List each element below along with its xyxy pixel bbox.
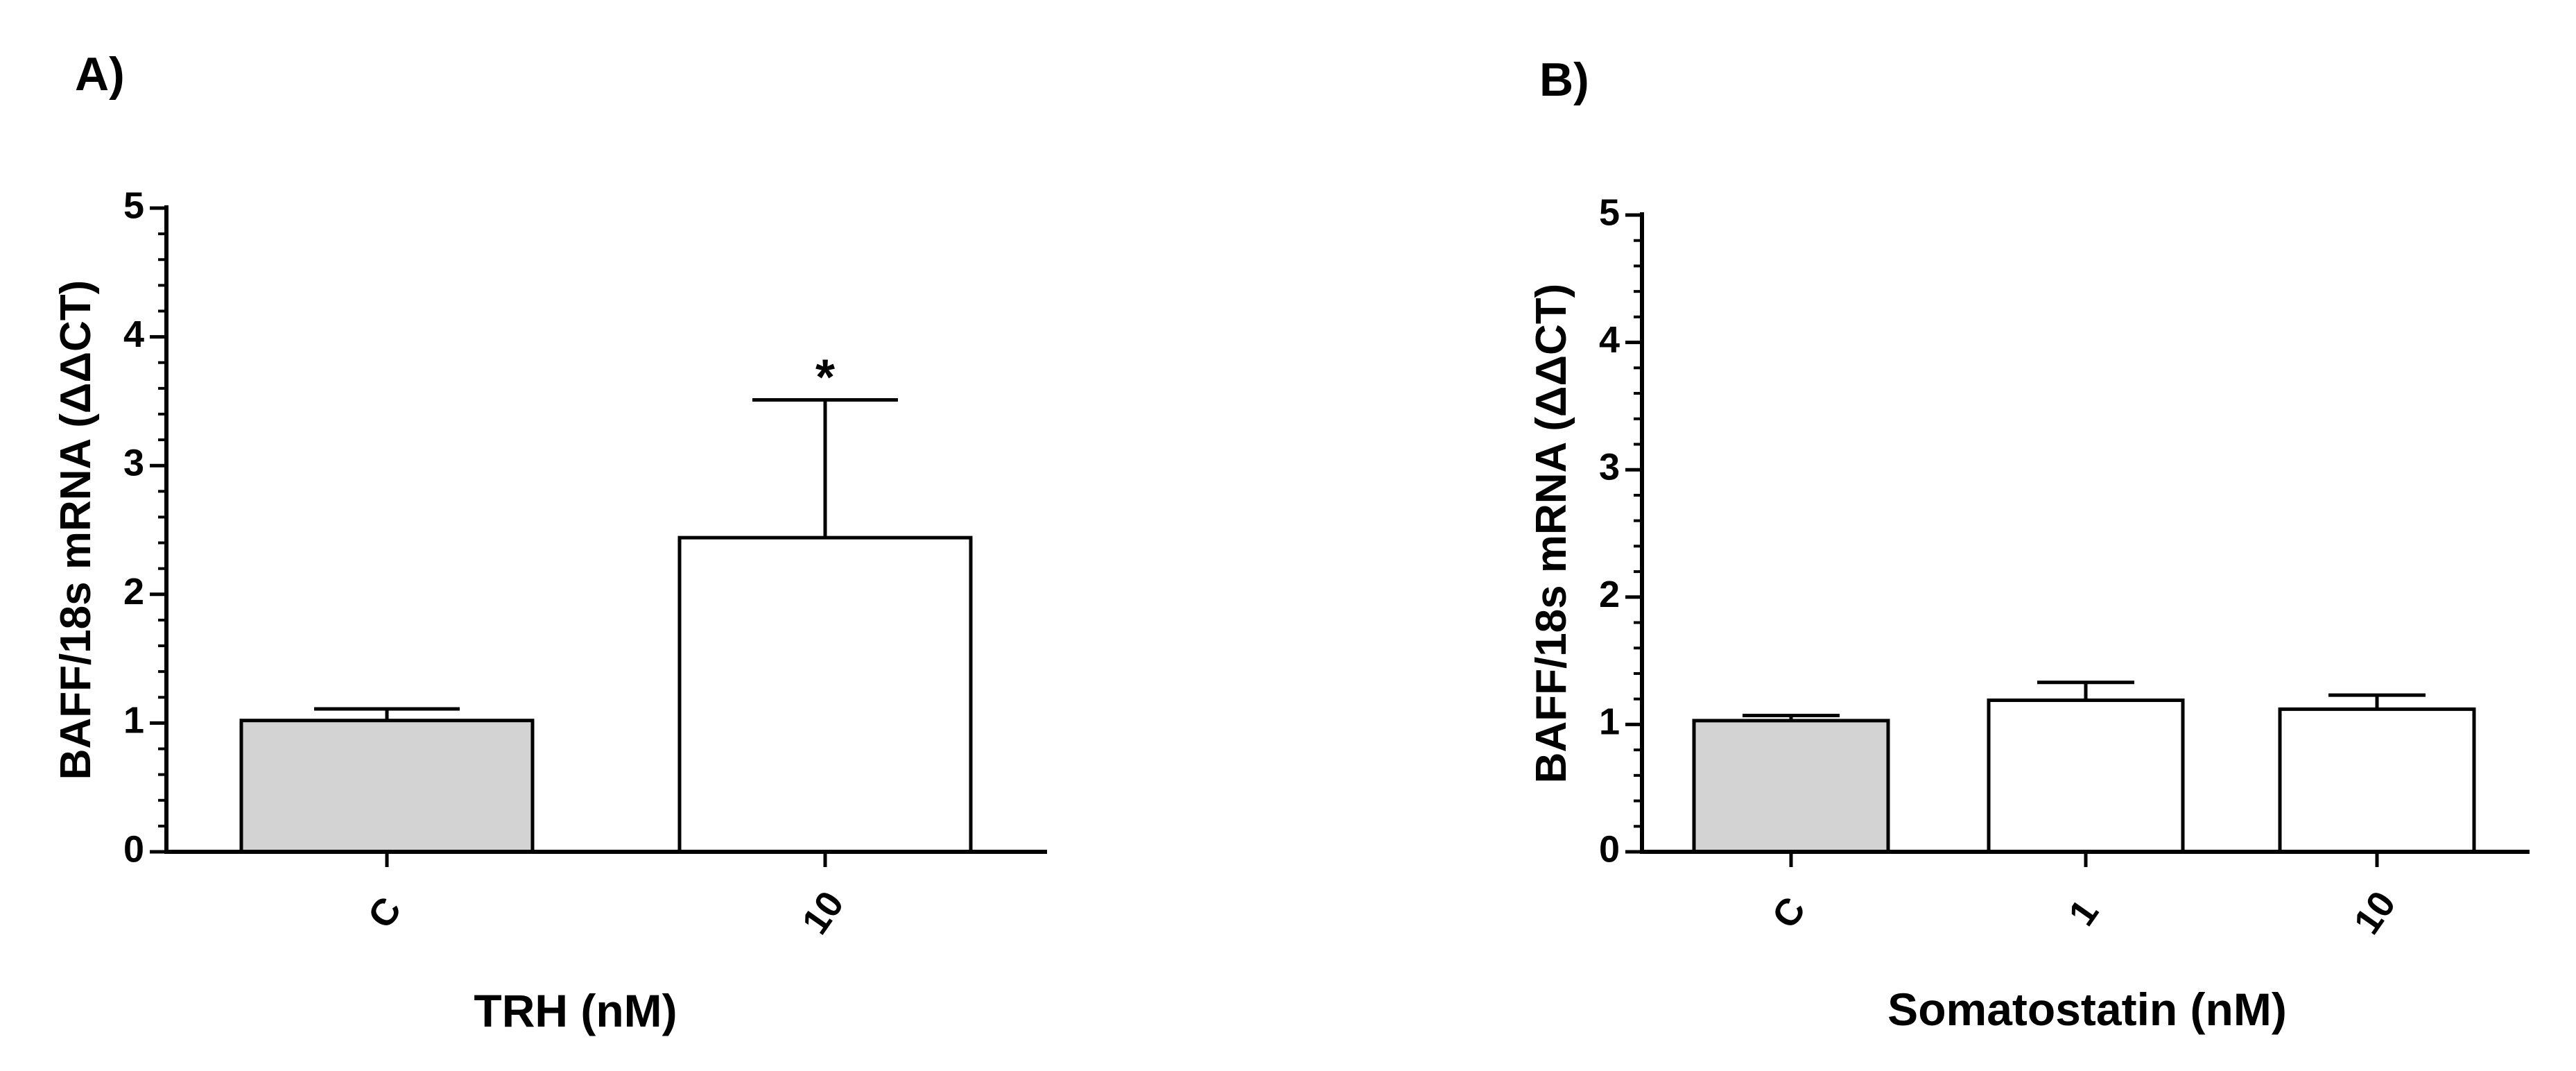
chart-a-bar-0 — [239, 719, 535, 854]
chart-b-bar-0 — [1692, 719, 1890, 854]
chart-a-y-tick-label-1: 1 — [123, 700, 144, 742]
chart-b-bar-1 — [1987, 699, 2185, 854]
panel-label-b: B) — [1539, 53, 1589, 106]
chart-b-y-axis-title: BAFF/18s mRNA (ΔΔCT) — [1528, 284, 1575, 784]
chart-a-x-axis-title: TRH (nM) — [474, 985, 677, 1036]
chart-b-y-tick-label-1: 1 — [1599, 701, 1620, 743]
chart-a-y-tick-label-4: 4 — [123, 314, 144, 355]
chart-b-x-tick-label-1: 1 — [2061, 892, 2107, 933]
chart-b-x-tick-label-2: 10 — [2346, 884, 2404, 942]
chart-b-y-tick-label-3: 3 — [1599, 446, 1620, 488]
chart-b-y-tick-label-2: 2 — [1599, 574, 1620, 615]
chart-b-bar-2 — [2278, 707, 2476, 854]
chart-b-x-axis-title: Somatostatin (nM) — [1887, 984, 2287, 1035]
chart-b-y-tick-label-0: 0 — [1599, 828, 1620, 870]
chart-a-bar-1 — [677, 536, 973, 854]
chart-b-x-tick-label-0: C — [1764, 890, 1814, 936]
chart-a-significance-marker: * — [815, 350, 835, 406]
chart-b-y-tick-label-5: 5 — [1599, 191, 1620, 233]
chart-a-y-tick-label-5: 5 — [123, 185, 144, 226]
chart-a-y-axis-title: BAFF/18s mRNA (ΔΔCT) — [52, 280, 100, 780]
chart-a-y-tick-label-2: 2 — [123, 571, 144, 612]
chart-b-y-tick-label-4: 4 — [1599, 319, 1620, 361]
panel-label-a: A) — [75, 48, 125, 101]
chart-a-y-tick-label-3: 3 — [123, 442, 144, 483]
chart-a-y-tick-label-0: 0 — [123, 828, 144, 870]
